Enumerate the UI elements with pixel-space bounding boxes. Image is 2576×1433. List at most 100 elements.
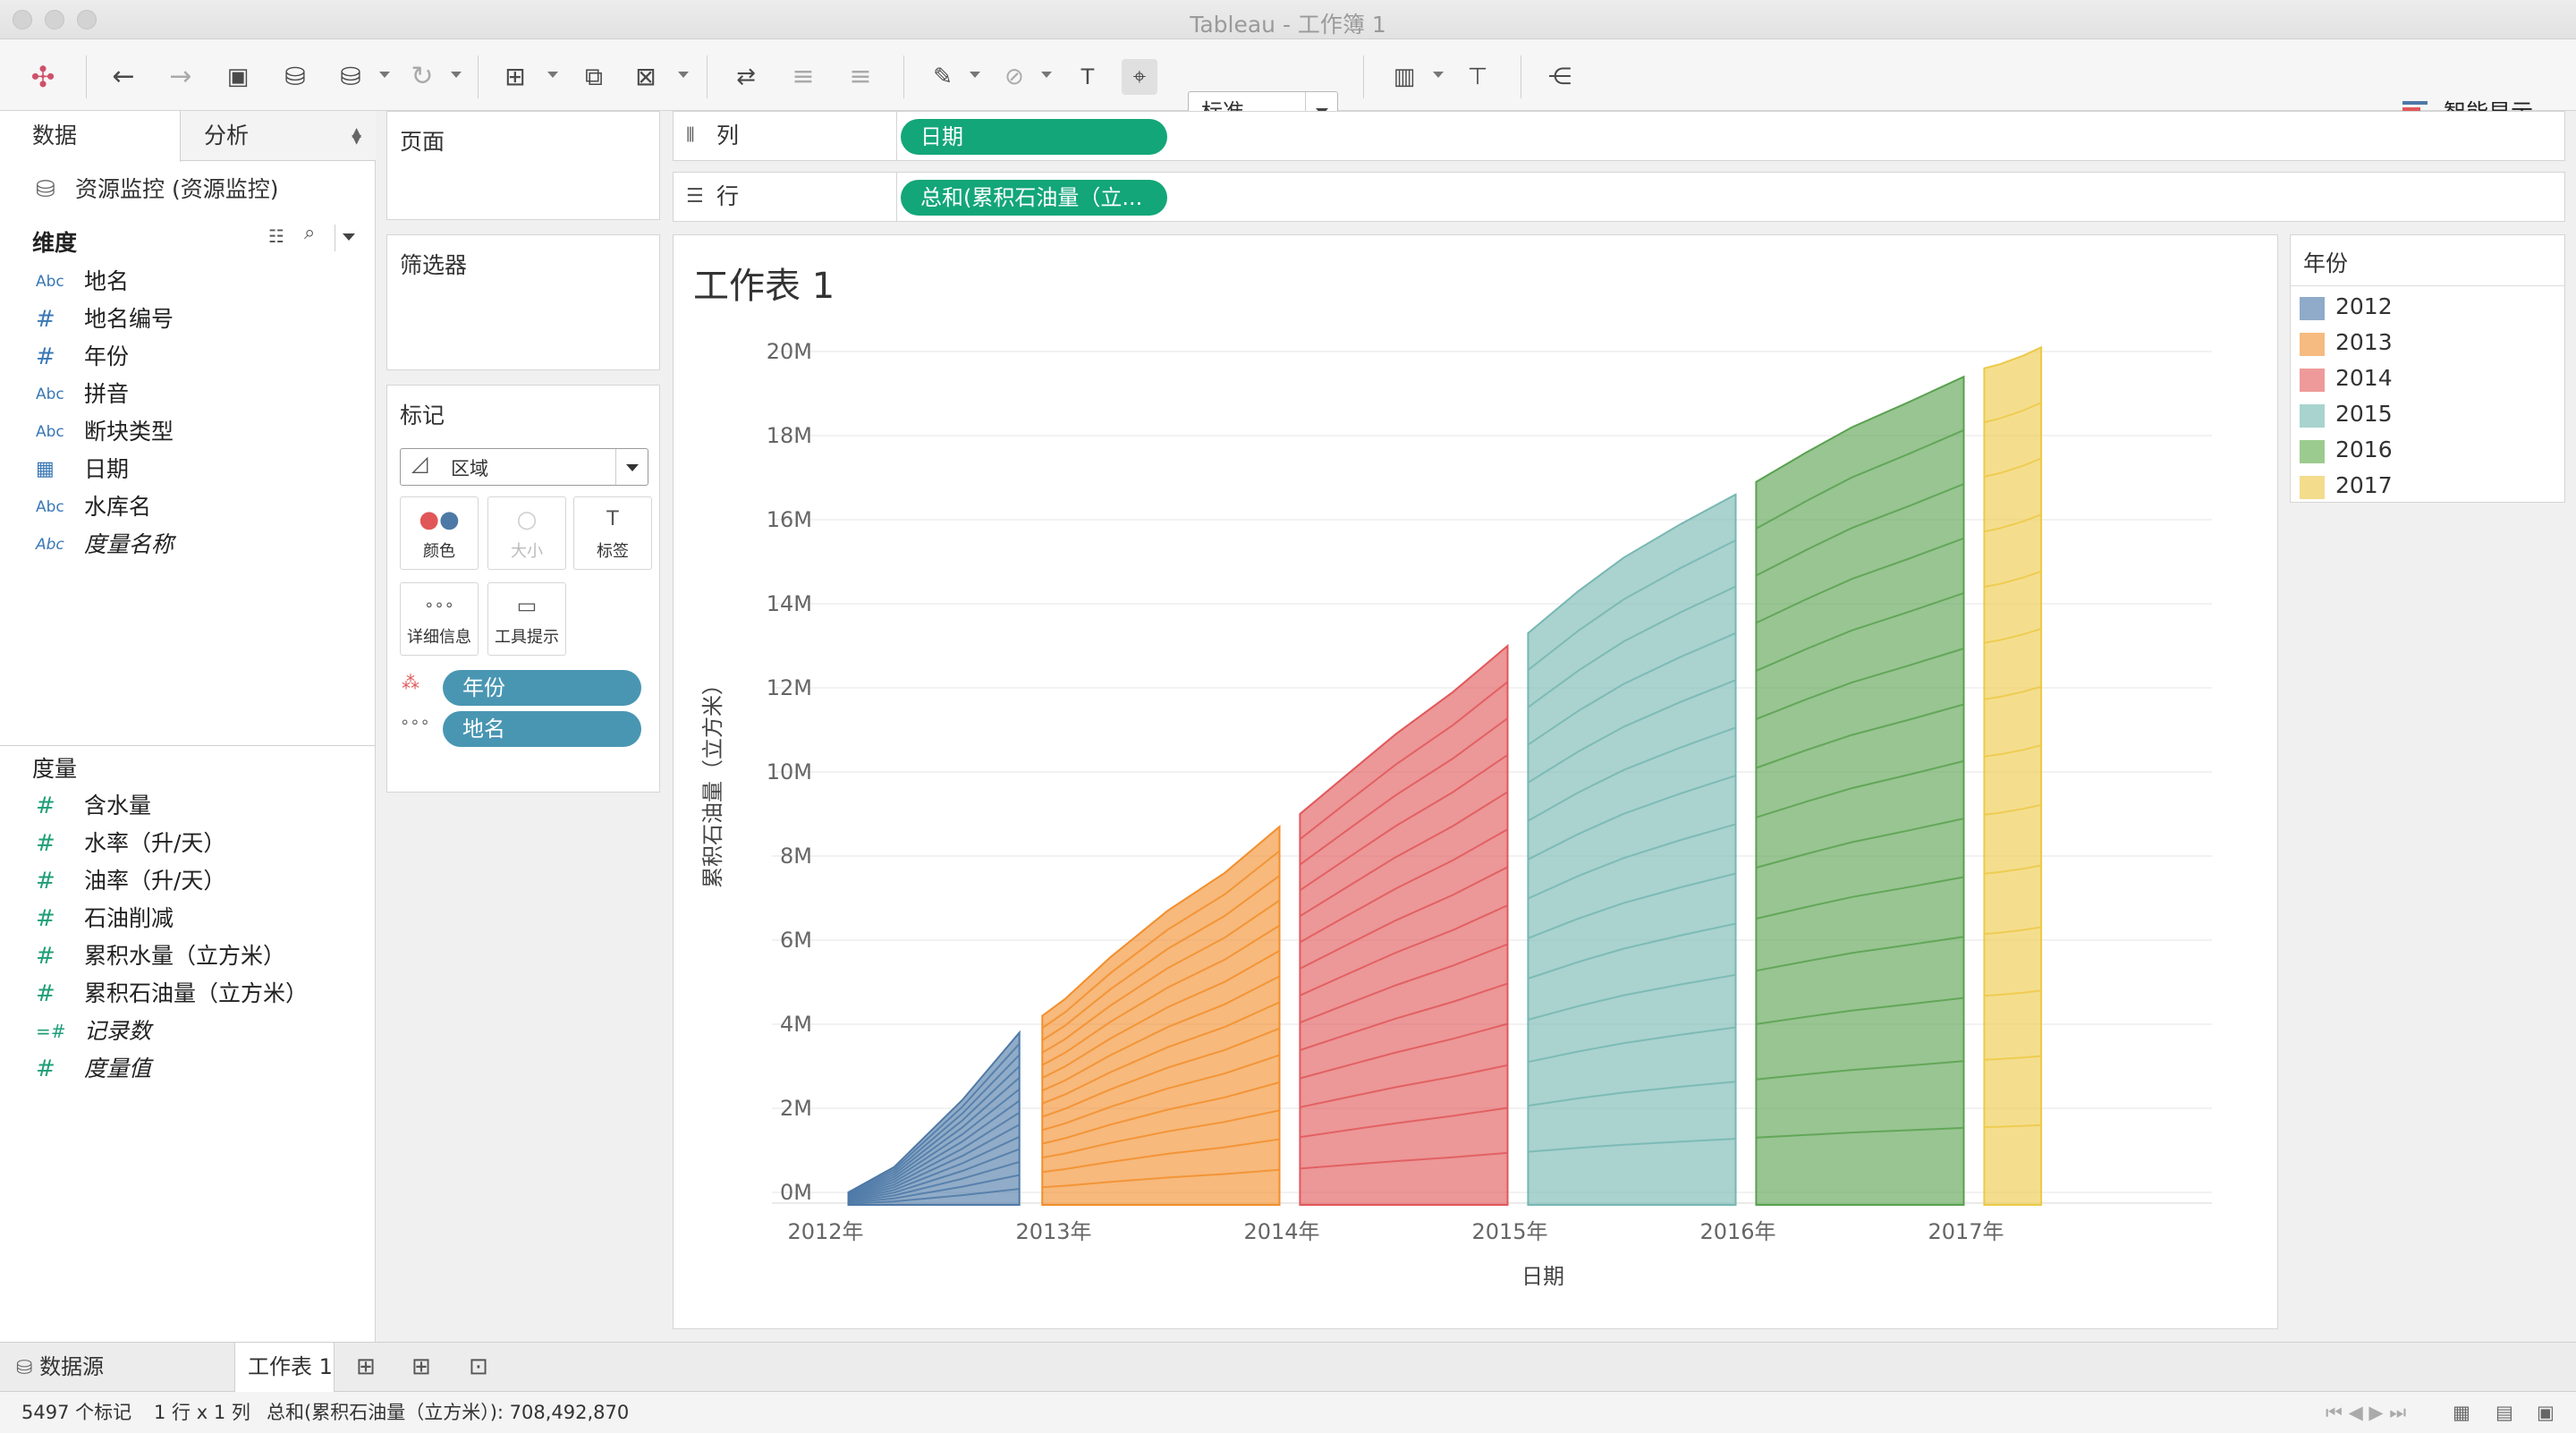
field-measure[interactable]: # 水率（升/天） bbox=[36, 825, 225, 862]
close-window-button[interactable] bbox=[13, 10, 32, 30]
chevron-down-icon[interactable] bbox=[547, 72, 558, 78]
highlight-icon[interactable]: ✎ bbox=[933, 64, 953, 90]
area-band-line bbox=[1984, 989, 2042, 997]
field-dimension[interactable]: Abc 水库名 bbox=[36, 488, 151, 526]
detail-button[interactable]: ∘∘∘ 详细信息 bbox=[400, 582, 479, 656]
chevron-down-icon[interactable] bbox=[379, 72, 390, 78]
minimize-window-button[interactable] bbox=[45, 10, 64, 30]
new-worksheet-icon[interactable]: ⊞ bbox=[504, 62, 526, 91]
duplicate-sheet-icon[interactable]: ⧉ bbox=[585, 62, 603, 91]
pill-detail-place[interactable]: 地名 bbox=[443, 711, 641, 747]
y-tick-label: 2M bbox=[780, 1096, 812, 1121]
area-band-line bbox=[1299, 904, 1508, 996]
toolbar-separator bbox=[903, 55, 904, 98]
chevron-down-icon[interactable] bbox=[1433, 72, 1444, 78]
filters-card[interactable]: 筛选器 bbox=[386, 234, 660, 370]
legend-item[interactable]: 2017 bbox=[2300, 468, 2393, 504]
field-dimension[interactable]: # 年份 bbox=[36, 338, 129, 376]
label-button[interactable]: T 标签 bbox=[573, 496, 652, 570]
page-nav-icon[interactable]: ⏮ ◀ ▶ ⏭ bbox=[2326, 1402, 2407, 1423]
chevron-down-icon[interactable] bbox=[451, 72, 462, 78]
new-worksheet-icon[interactable]: ⊞ bbox=[356, 1353, 376, 1380]
mark-type-dropdown[interactable]: ◿ 区域 bbox=[400, 448, 648, 486]
pill-color-year[interactable]: 年份 bbox=[443, 670, 641, 706]
filmstrip-view-icon[interactable]: ▤ bbox=[2496, 1402, 2513, 1423]
grid-view-icon[interactable]: ▦ bbox=[2453, 1402, 2470, 1423]
chevron-down-icon[interactable] bbox=[678, 72, 689, 78]
toolbar-separator bbox=[1363, 55, 1364, 98]
tableau-logo-icon[interactable]: ✣ bbox=[30, 60, 55, 94]
status-bar: 5497 个标记 1 行 x 1 列 总和(累积石油量（立方米）): 708,4… bbox=[0, 1392, 2576, 1433]
tab-view-icon[interactable]: ▣ bbox=[2537, 1402, 2555, 1423]
dimensions-menu[interactable] bbox=[335, 225, 355, 251]
data-pane: 数据 分析 ▲ ▼ ⛁ 资源监控 (资源监控) 维度 ☷ ⌕ Abc 地名 # 地名编… bbox=[0, 111, 376, 1342]
legend-item[interactable]: 2013 bbox=[2300, 325, 2393, 360]
tooltip-button[interactable]: ▭ 工具提示 bbox=[487, 582, 566, 656]
tab-datasource[interactable]: ⛁ 数据源 bbox=[16, 1343, 104, 1391]
fix-axes-icon[interactable]: ⌖ bbox=[1122, 59, 1157, 95]
presentation-mode-icon[interactable]: ⊤ bbox=[1467, 64, 1488, 90]
forward-icon[interactable]: → bbox=[169, 61, 192, 92]
legend-item[interactable]: 2014 bbox=[2300, 360, 2393, 396]
area-chart[interactable]: 0M 2M 4M 6M 8M 10M 12M 14M 16M 18M 20M 2012年 2013年 20… bbox=[674, 235, 2277, 1328]
columns-icon: ⦀ bbox=[686, 124, 695, 147]
sort-ascending-icon[interactable]: ≡ bbox=[792, 61, 815, 92]
legend-item[interactable]: 2015 bbox=[2300, 396, 2393, 432]
size-button[interactable]: ○ 大小 bbox=[487, 496, 566, 570]
field-measure[interactable]: # 石油削减 bbox=[36, 900, 174, 937]
legend-item[interactable]: 2012 bbox=[2300, 289, 2393, 325]
field-dimension[interactable]: Abc 断块类型 bbox=[36, 413, 174, 451]
zoom-window-button[interactable] bbox=[77, 10, 97, 30]
tab-analysis[interactable]: 分析 ▲ ▼ bbox=[181, 111, 376, 161]
pause-datasource-icon[interactable]: ⛁ bbox=[340, 62, 361, 91]
field-measure[interactable]: # 含水量 bbox=[36, 787, 151, 825]
field-dimension[interactable]: Abc 度量名称 bbox=[36, 526, 174, 564]
field-measure[interactable]: # 度量值 bbox=[36, 1050, 151, 1088]
share-icon[interactable]: ⋲ bbox=[1548, 64, 1572, 90]
view-toggle-icon[interactable]: ☷ bbox=[268, 225, 284, 247]
sort-descending-icon[interactable]: ≡ bbox=[849, 61, 872, 92]
field-dimension[interactable]: Abc 地名 bbox=[36, 263, 129, 301]
datasource-item[interactable]: ⛁ 资源监控 (资源监控) bbox=[36, 172, 278, 208]
new-dashboard-icon[interactable]: ⊞ bbox=[411, 1353, 431, 1380]
rows-shelf[interactable]: ☰ 行 总和(累积石油量（立... bbox=[673, 172, 2565, 222]
columns-shelf[interactable]: ⦀ 列 日期 bbox=[673, 111, 2565, 161]
label-icon: T bbox=[606, 508, 619, 530]
area-band-line bbox=[848, 1148, 1021, 1202]
swap-rows-columns-icon[interactable]: ⇄ bbox=[736, 64, 756, 90]
color-icon: ●● bbox=[419, 506, 460, 533]
group-members-icon[interactable]: ⊘ bbox=[1004, 64, 1024, 90]
back-icon[interactable]: ← bbox=[112, 61, 135, 92]
area-band-line bbox=[1756, 876, 1964, 920]
search-icon[interactable]: ⌕ bbox=[304, 222, 316, 244]
show-cards-icon[interactable]: ▥ bbox=[1393, 64, 1416, 90]
legend-item[interactable]: 2016 bbox=[2300, 432, 2393, 468]
tab-data[interactable]: 数据 bbox=[0, 111, 181, 162]
pill-rows-oil[interactable]: 总和(累积石油量（立... bbox=[901, 180, 1167, 216]
area-band-line bbox=[1042, 1054, 1280, 1132]
field-measure[interactable]: # 油率（升/天） bbox=[36, 862, 225, 900]
field-measure[interactable]: # 累积水量（立方米） bbox=[36, 937, 285, 975]
field-dimension[interactable]: ▦ 日期 bbox=[36, 451, 129, 488]
area-band-line bbox=[1756, 1126, 1964, 1139]
new-datasource-icon[interactable]: ⛁ bbox=[284, 62, 306, 91]
field-measure[interactable]: # 累积石油量（立方米） bbox=[36, 975, 308, 1013]
new-story-icon[interactable]: ⊡ bbox=[469, 1353, 488, 1380]
field-dimension[interactable]: Abc 拼音 bbox=[36, 376, 129, 413]
area-band-line bbox=[1528, 1026, 1736, 1064]
color-button[interactable]: ●● 颜色 bbox=[400, 496, 479, 570]
clear-sheet-icon[interactable]: ⊠ bbox=[635, 62, 657, 91]
show-mark-labels-icon[interactable]: T bbox=[1080, 64, 1095, 89]
field-dimension[interactable]: # 地名编号 bbox=[36, 301, 174, 338]
pill-columns-date[interactable]: 日期 bbox=[901, 119, 1167, 155]
area-band-line bbox=[1984, 685, 2042, 700]
tab-sheet-1[interactable]: 工作表 1 bbox=[234, 1343, 335, 1393]
chevron-down-icon[interactable] bbox=[970, 72, 980, 78]
pages-card[interactable]: 页面 bbox=[386, 111, 660, 220]
mark-type-dropdown-button[interactable] bbox=[615, 449, 648, 485]
save-icon[interactable]: ▣ bbox=[226, 64, 250, 90]
refresh-icon[interactable]: ↻ bbox=[411, 61, 434, 92]
measures-title: 度量 bbox=[32, 756, 78, 782]
field-measure[interactable]: =# 记录数 bbox=[36, 1013, 151, 1050]
chevron-down-icon[interactable] bbox=[1041, 72, 1052, 78]
